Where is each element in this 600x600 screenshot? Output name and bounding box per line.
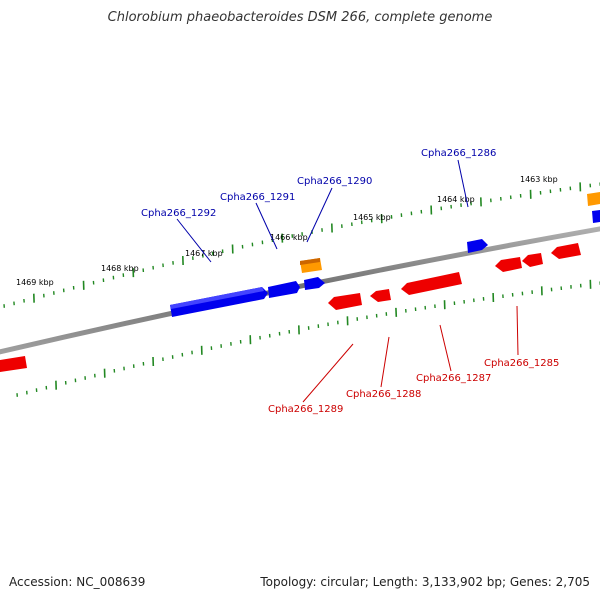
kbp-label: 1463 kbp [520,175,558,184]
gene-label: Cpha266_1292 [141,208,216,219]
genome-summary-text: Topology: circular; Length: 3,133,902 bp… [260,575,590,589]
gene-cpha266-1287[interactable] [401,272,462,295]
tick-marks [3,182,600,397]
gene-label: Cpha266_1285 [484,358,559,369]
kbp-label: 1468 kbp [101,264,139,273]
gene-cpha266-1285[interactable] [551,243,581,259]
reverse-label-lines [302,305,519,403]
gene-cpha266-1289[interactable] [328,293,362,310]
gene-cpha266-1286[interactable] [467,239,488,253]
gene-label: Cpha266_1287 [416,373,491,384]
gene-red-2[interactable] [522,253,543,267]
gene-cpha266-1290[interactable] [304,277,325,290]
genome-backbone [0,226,600,355]
gene-label: Cpha266_1288 [346,389,421,400]
gene-red-1[interactable] [495,257,522,272]
kbp-label: 1469 kbp [16,278,54,287]
accession-text: Accession: NC_008639 [9,575,146,589]
gene-label: Cpha266_1291 [220,192,295,203]
gene-cpha266-1292-shade [170,287,264,309]
gene-label: Cpha266_1290 [297,176,372,187]
gene-forward-edge[interactable] [592,210,600,223]
gene-label: Cpha266_1286 [421,148,496,159]
gene-red-left[interactable] [0,356,27,372]
gene-cpha266-1291[interactable] [268,281,300,298]
page-title: Chlorobium phaeobacteroides DSM 266, com… [107,10,493,25]
reverse-genes [0,243,581,372]
gene-rna-1-top [300,258,320,265]
forward-label-lines [176,159,469,263]
kbp-label: 1466 kbp [270,233,308,242]
rna-genes [300,192,600,273]
forward-genes [170,210,600,317]
gene-cpha266-1288[interactable] [370,289,391,302]
gene-label: Cpha266_1289 [268,404,343,415]
gene-rna-2[interactable] [587,192,600,206]
kbp-label: 1464 kbp [437,195,475,204]
kbp-label: 1465 kbp [353,213,391,222]
